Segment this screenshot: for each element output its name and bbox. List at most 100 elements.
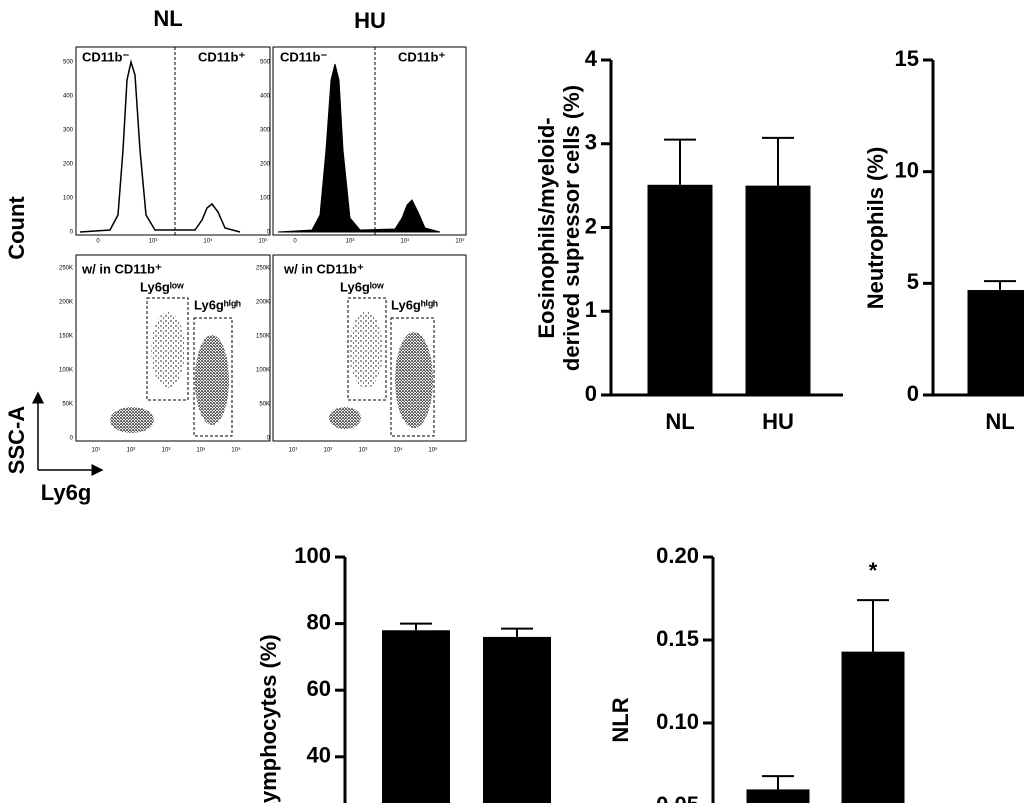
tick-label: 250K — [256, 266, 270, 272]
ly6g-label: Ly6g — [41, 480, 92, 505]
tick-label: 150K — [59, 334, 73, 340]
tick-label: 0 — [293, 239, 297, 245]
tick-label: 50K — [259, 402, 270, 408]
gate-label: w/ in CD11b⁺ — [283, 261, 364, 276]
y-tick-label: 10 — [895, 157, 919, 182]
y-axis-label: derived supressor cells (%) — [559, 85, 584, 371]
tick-label: 10¹ — [92, 448, 101, 454]
bar — [382, 630, 450, 803]
tick-label: 10³ — [359, 448, 368, 454]
tick-label: 0 — [96, 239, 100, 245]
gate-label: CD11b⁺ — [398, 49, 445, 64]
x-tick-label: NL — [665, 409, 694, 434]
bar — [967, 290, 1024, 395]
gate-label: Ly6gˡᵒʷ — [140, 279, 184, 294]
tick-label: 10⁴ — [400, 238, 410, 245]
y-axis-label: Eosinophils/myeloid- — [534, 117, 559, 338]
y-tick-label: 1 — [585, 297, 597, 322]
bar — [746, 789, 810, 803]
tick-label: 400 — [63, 94, 74, 100]
gate-box — [193, 317, 233, 437]
facs-panels: NL HU Count CD11b⁻ CD11b⁺ CD11b⁻ CD11b⁺ … — [4, 6, 467, 505]
dot-cloud — [349, 312, 383, 388]
tick-label: 0 — [70, 436, 74, 442]
tick-label: 10³ — [149, 239, 158, 245]
gate-label: w/ in CD11b⁺ — [81, 261, 162, 276]
y-tick-label: 0.15 — [656, 626, 699, 651]
tick-label: 10³ — [162, 448, 171, 454]
panel-title: NL — [153, 6, 182, 31]
count-label: Count — [4, 196, 29, 260]
tick-label: 0 — [70, 230, 74, 236]
histogram-curve — [277, 63, 441, 233]
y-axis-label: NLR — [608, 697, 633, 742]
tick-label: 10³ — [346, 239, 355, 245]
tick-label: 10⁴ — [196, 447, 206, 454]
tick-label: 200 — [260, 162, 271, 168]
tick-label: 10⁴ — [393, 447, 403, 454]
tick-label: 10⁵ — [231, 447, 241, 454]
tick-label: 200 — [63, 162, 74, 168]
tick-label: 100 — [63, 196, 74, 202]
dot-cloud — [110, 407, 154, 433]
y-axis-label: Lymphocytes (%) — [256, 634, 281, 803]
tick-label: 100K — [59, 368, 73, 374]
tick-label: 500 — [63, 60, 74, 66]
y-tick-label: 2 — [585, 213, 597, 238]
y-tick-label: 3 — [585, 130, 597, 155]
bar — [841, 651, 905, 803]
bar — [483, 636, 551, 803]
bar — [647, 184, 713, 395]
tick-label: 100 — [260, 196, 271, 202]
y-tick-label: 0.10 — [656, 709, 699, 734]
tick-label: 200K — [59, 300, 73, 306]
tick-label: 100K — [256, 368, 270, 374]
gate-label: CD11b⁺ — [198, 49, 245, 64]
dot-cloud — [151, 312, 185, 388]
tick-label: 250K — [59, 266, 73, 272]
histogram-frame — [272, 46, 467, 236]
y-tick-label: 60 — [307, 676, 331, 701]
tick-label: 10¹ — [289, 448, 298, 454]
tick-label: 0 — [267, 436, 271, 442]
tick-label: 10⁴ — [203, 238, 213, 245]
panel-title: HU — [354, 8, 386, 33]
gate-label: CD11b⁻ — [280, 49, 327, 64]
ssc-label: SSC-A — [4, 406, 29, 475]
dotplot-frame — [272, 254, 467, 442]
gate-label: Ly6gˡᵒʷ — [340, 279, 384, 294]
x-tick-label: HU — [762, 409, 794, 434]
histogram-curve — [79, 59, 241, 233]
gate-label: CD11b⁻ — [82, 49, 129, 64]
tick-label: 10⁵ — [258, 238, 268, 245]
y-tick-label: 15 — [895, 46, 919, 71]
tick-label: 10⁵ — [455, 238, 465, 245]
histogram-frame — [75, 46, 271, 236]
y-axis-label: Neutrophils (%) — [863, 147, 888, 310]
tick-label: 50K — [62, 402, 73, 408]
gate-box — [390, 317, 435, 437]
dot-cloud — [395, 332, 433, 428]
tick-label: 300 — [260, 128, 271, 134]
y-tick-label: 80 — [307, 609, 331, 634]
tick-label: 200K — [256, 300, 270, 306]
y-tick-label: 40 — [307, 743, 331, 768]
tick-label: 300 — [63, 128, 74, 134]
dot-cloud — [329, 407, 361, 429]
gate-label: Ly6gʰⁱᵍʰ — [194, 297, 241, 312]
gate-box — [146, 297, 189, 401]
tick-label: 0 — [267, 230, 271, 236]
y-tick-label: 0 — [585, 381, 597, 406]
tick-label: 150K — [256, 334, 270, 340]
dot-cloud — [195, 335, 229, 425]
tick-label: 10² — [127, 448, 136, 454]
dotplot-frame — [75, 254, 271, 442]
y-tick-label: 0.20 — [656, 543, 699, 568]
y-tick-label: 100 — [294, 543, 331, 568]
y-tick-label: 5 — [907, 269, 919, 294]
x-tick-label: NL — [985, 409, 1014, 434]
y-tick-label: 4 — [585, 46, 598, 71]
bar — [745, 185, 811, 395]
tick-label: 400 — [260, 94, 271, 100]
